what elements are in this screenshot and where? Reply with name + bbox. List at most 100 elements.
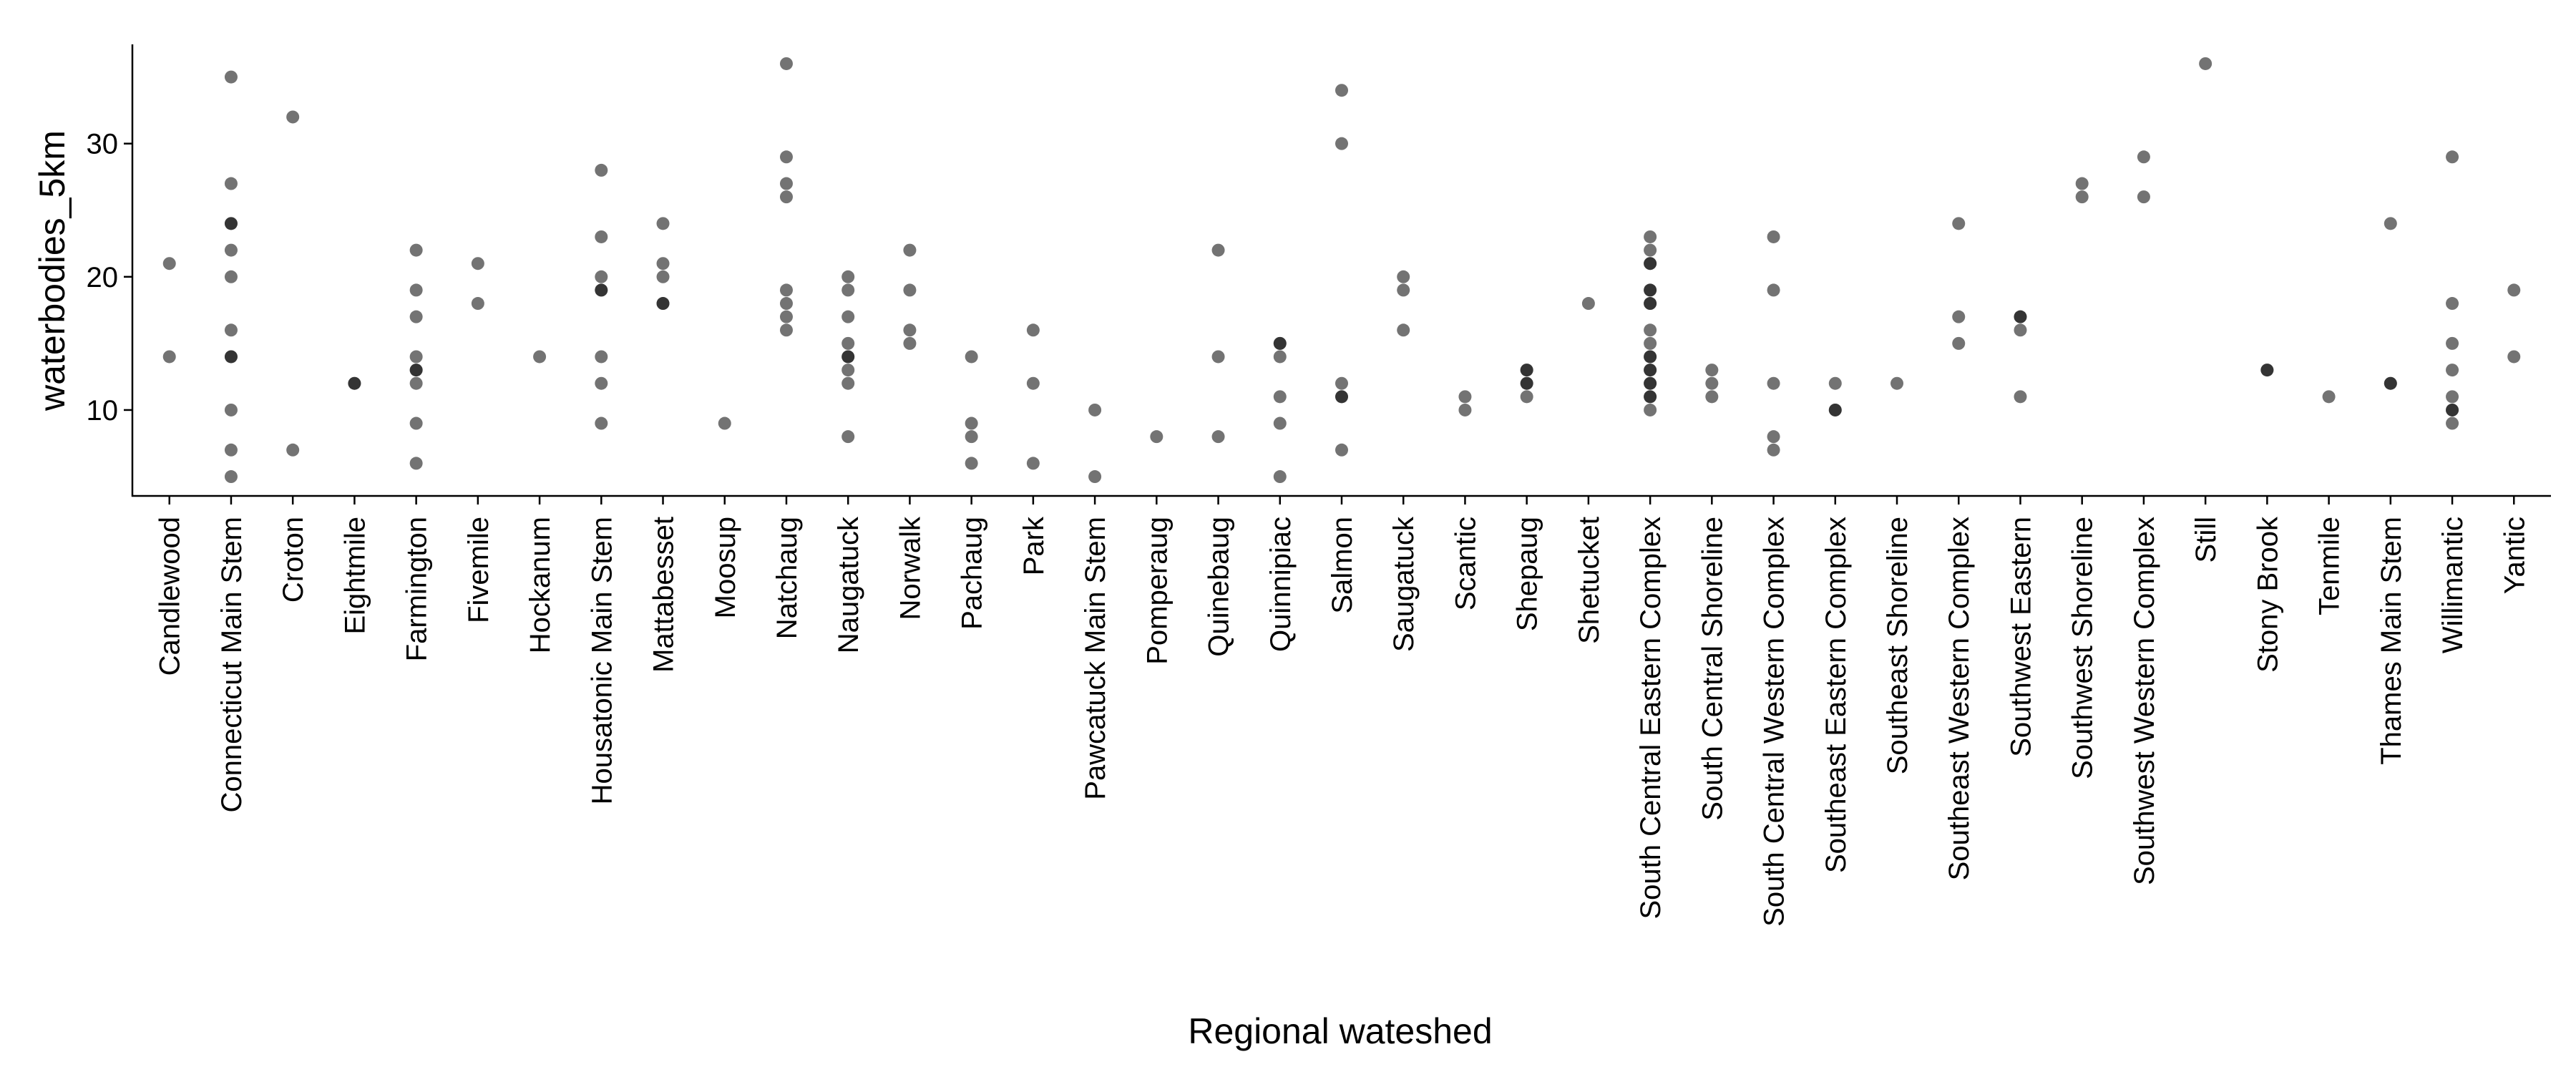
x-tick-label: Shetucket bbox=[1574, 517, 1605, 644]
x-tick-label: Farmington bbox=[401, 517, 433, 661]
point bbox=[595, 163, 608, 177]
point bbox=[656, 270, 670, 283]
point bbox=[1458, 403, 1472, 416]
point bbox=[1520, 376, 1533, 390]
point bbox=[162, 257, 176, 271]
point bbox=[1397, 323, 1410, 337]
x-tick-label: Quinnipiac bbox=[1265, 517, 1297, 652]
point bbox=[841, 430, 855, 444]
point bbox=[224, 177, 238, 190]
point bbox=[224, 350, 238, 364]
point bbox=[841, 364, 855, 377]
point bbox=[1767, 430, 1780, 444]
point bbox=[2446, 403, 2459, 416]
point bbox=[409, 310, 423, 323]
x-tick-label: Saugatuck bbox=[1388, 516, 1420, 652]
x-tick-label: Tenmile bbox=[2314, 517, 2346, 615]
point bbox=[1644, 297, 1657, 311]
point bbox=[1705, 390, 1719, 404]
point bbox=[656, 257, 670, 271]
point bbox=[1026, 457, 1040, 470]
point bbox=[1397, 270, 1410, 283]
point bbox=[779, 190, 793, 204]
point bbox=[779, 310, 793, 323]
point bbox=[1644, 230, 1657, 243]
x-tick-label: Southwest Western Complex bbox=[2129, 517, 2160, 885]
x-tick-label: Southeast Eastern Complex bbox=[1820, 517, 1852, 873]
point bbox=[1088, 403, 1102, 416]
point bbox=[1581, 297, 1595, 311]
point bbox=[1890, 376, 1904, 390]
point bbox=[409, 416, 423, 430]
point bbox=[409, 283, 423, 297]
x-tick-label: Quinebaug bbox=[1204, 517, 1235, 657]
x-tick-label: Southeast Shoreline bbox=[1882, 517, 1913, 774]
x-tick-label: Shepaug bbox=[1512, 517, 1543, 631]
point bbox=[1520, 390, 1533, 404]
point bbox=[1335, 376, 1348, 390]
point bbox=[1644, 243, 1657, 257]
point bbox=[1397, 283, 1410, 297]
point bbox=[903, 243, 917, 257]
point bbox=[2137, 190, 2150, 204]
x-tick-label: Croton bbox=[278, 517, 309, 603]
point bbox=[409, 376, 423, 390]
point bbox=[2137, 150, 2150, 164]
x-tick-label: Thames Main Stem bbox=[2376, 517, 2407, 765]
x-tick-label: Hockanum bbox=[525, 517, 556, 653]
point bbox=[1273, 416, 1287, 430]
point bbox=[965, 457, 978, 470]
point bbox=[1644, 364, 1657, 377]
point bbox=[1644, 257, 1657, 271]
point bbox=[595, 376, 608, 390]
x-tick-label: Southwest Shoreline bbox=[2067, 517, 2099, 779]
point bbox=[1026, 323, 1040, 337]
point bbox=[1767, 230, 1780, 243]
x-tick-label: South Central Western Complex bbox=[1759, 517, 1790, 927]
x-tick-label: Naugatuck bbox=[833, 516, 864, 653]
y-tick-label: 10 bbox=[87, 395, 119, 427]
point bbox=[533, 350, 547, 364]
point bbox=[224, 323, 238, 337]
point bbox=[2446, 336, 2459, 350]
point bbox=[779, 323, 793, 337]
point bbox=[903, 283, 917, 297]
point bbox=[1644, 390, 1657, 404]
point bbox=[903, 336, 917, 350]
point bbox=[224, 443, 238, 457]
point bbox=[1767, 376, 1780, 390]
point bbox=[1273, 470, 1287, 484]
x-tick-label: Moosup bbox=[710, 517, 741, 618]
y-axis-title: waterbodies_5km bbox=[32, 130, 72, 411]
point bbox=[471, 297, 484, 311]
x-tick-label: Fivemile bbox=[463, 517, 494, 623]
point bbox=[2075, 177, 2089, 190]
point bbox=[224, 217, 238, 230]
x-tick-label: Still bbox=[2190, 517, 2222, 562]
point bbox=[1458, 390, 1472, 404]
x-axis-title: Regional wateshed bbox=[1188, 1011, 1492, 1051]
x-tick-label: Eightmile bbox=[339, 517, 371, 635]
point bbox=[1644, 323, 1657, 337]
x-tick-label: Park bbox=[1018, 516, 1050, 575]
x-tick-label: Natchaug bbox=[771, 517, 803, 639]
x-tick-label: Southwest Eastern bbox=[2005, 517, 2036, 757]
x-tick-label: Salmon bbox=[1327, 517, 1358, 614]
point bbox=[2446, 297, 2459, 311]
point bbox=[1026, 376, 1040, 390]
point bbox=[1705, 376, 1719, 390]
x-tick-label: Stony Brook bbox=[2252, 516, 2283, 673]
point bbox=[1644, 283, 1657, 297]
point bbox=[1335, 390, 1348, 404]
point bbox=[1150, 430, 1163, 444]
point bbox=[1767, 283, 1780, 297]
x-tick-label: Norwalk bbox=[894, 516, 926, 620]
x-tick-label: Yantic bbox=[2499, 517, 2530, 594]
point bbox=[841, 336, 855, 350]
x-tick-label: Housatonic Main Stem bbox=[586, 517, 618, 804]
point bbox=[595, 270, 608, 283]
point bbox=[595, 416, 608, 430]
point bbox=[779, 297, 793, 311]
